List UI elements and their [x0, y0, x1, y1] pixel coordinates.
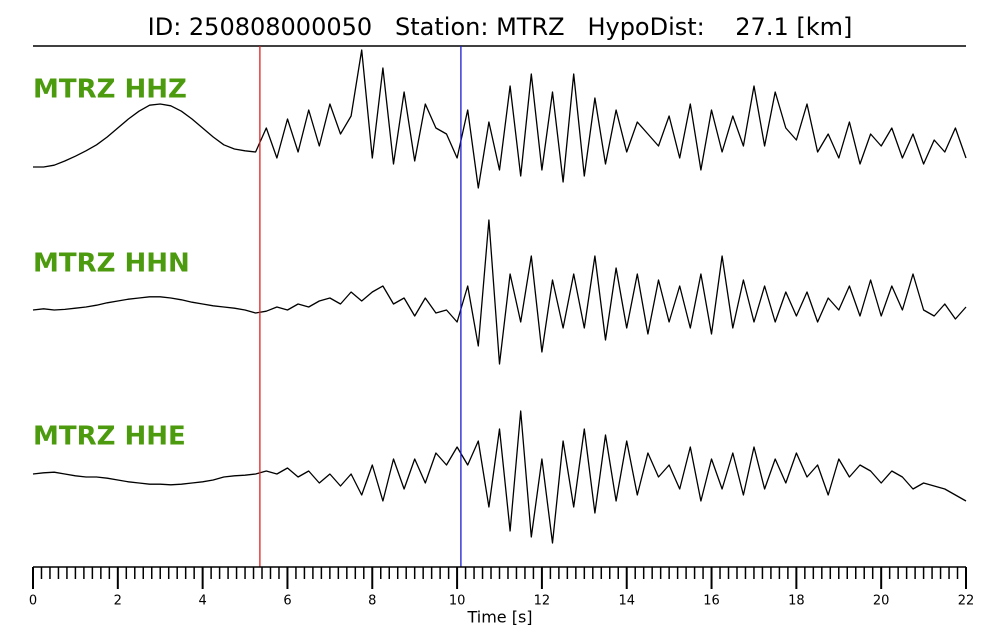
waveform	[32, 219, 967, 365]
x-tick-label: 18	[788, 594, 805, 609]
x-tick-label: 12	[534, 594, 551, 609]
x-tick-label: 10	[449, 594, 466, 609]
x-axis-label: Time [s]	[466, 608, 532, 627]
x-tick-label: 2	[114, 594, 122, 609]
x-tick-label: 16	[703, 594, 720, 609]
trace-label: MTRZ HHE	[33, 422, 186, 452]
x-tick-label: 6	[283, 594, 291, 609]
x-tick-label: 22	[958, 594, 975, 609]
x-tick-label: 0	[29, 594, 37, 609]
x-tick-label: 14	[618, 594, 635, 609]
trace-label: MTRZ HHZ	[33, 75, 187, 105]
x-tick-label: 8	[368, 594, 376, 609]
x-tick-label: 4	[198, 594, 206, 609]
waveform	[32, 410, 967, 544]
chart-title: ID: 250808000050 Station: MTRZ HypoDist:…	[148, 13, 853, 41]
trace-label: MTRZ HHN	[33, 249, 190, 279]
waveform	[33, 49, 967, 189]
x-tick-label: 20	[873, 594, 890, 609]
